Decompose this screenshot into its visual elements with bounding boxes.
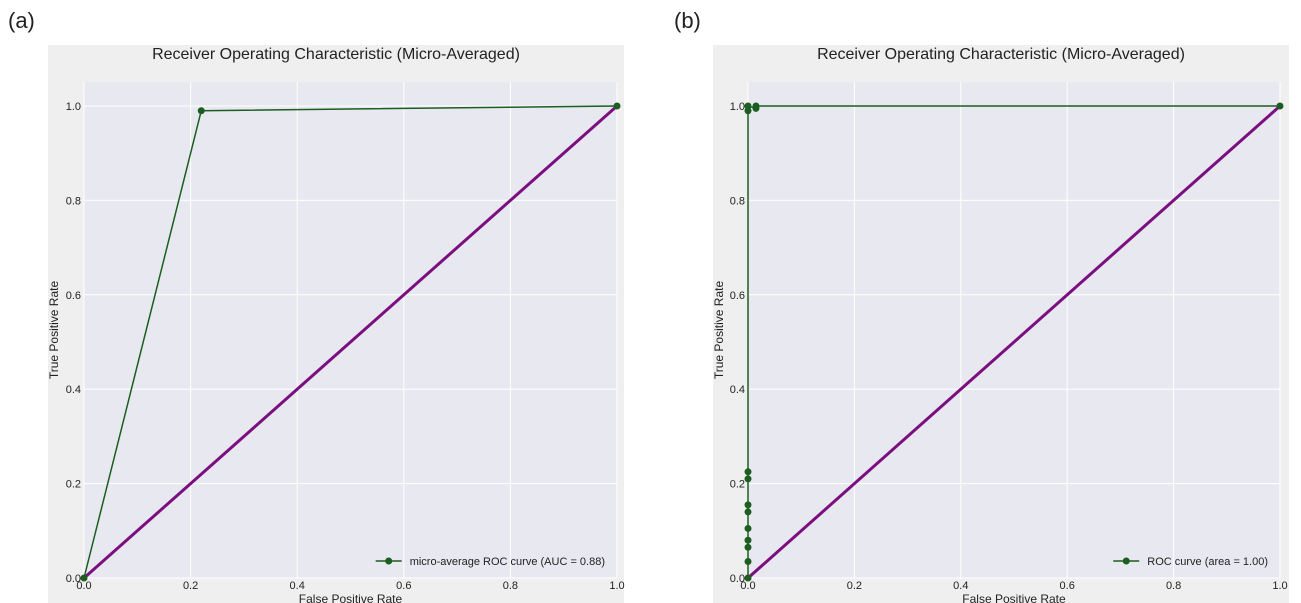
roc-data-point: [752, 103, 759, 110]
x-tick-label: 0.8: [503, 580, 518, 592]
x-tick-label: 1.0: [609, 580, 624, 592]
roc-data-point: [745, 575, 752, 582]
x-tick-label: 0.4: [953, 580, 968, 592]
roc-data-point: [745, 468, 752, 475]
roc-data-point: [1277, 103, 1284, 110]
y-tick-label: 0.4: [66, 384, 81, 396]
y-tick-label: 0.6: [66, 290, 81, 302]
y-tick-label: 1.0: [730, 101, 745, 113]
legend-label: ROC curve (area = 1.00): [1147, 556, 1268, 568]
plot-area: [748, 82, 1280, 578]
chart-title: Receiver Operating Characteristic (Micro…: [152, 46, 520, 63]
roc-data-point: [745, 558, 752, 565]
x-tick-label: 0.8: [1166, 580, 1181, 592]
x-tick-label: 1.0: [1272, 580, 1287, 592]
y-tick-label: 0.0: [66, 573, 81, 585]
x-axis-label: False Positive Rate: [962, 592, 1066, 603]
y-tick-label: 0.0: [730, 573, 745, 585]
roc-data-point: [198, 107, 205, 114]
roc-data-point: [745, 103, 752, 110]
roc-data-point: [745, 537, 752, 544]
chart-a: Receiver Operating Characteristic (Micro…: [47, 45, 625, 603]
roc-data-point: [745, 501, 752, 508]
legend-marker: [1123, 558, 1130, 565]
y-tick-label: 1.0: [66, 101, 81, 113]
roc-data-point: [81, 575, 88, 582]
x-tick-label: 0.2: [847, 580, 862, 592]
roc-data-point: [745, 475, 752, 482]
y-tick-label: 0.2: [730, 479, 745, 491]
roc-data-point: [614, 103, 621, 110]
x-tick-label: 0.6: [1060, 580, 1075, 592]
plot-area: [84, 82, 617, 578]
chart-title: Receiver Operating Characteristic (Micro…: [817, 46, 1185, 63]
x-tick-label: 0.4: [290, 580, 305, 592]
y-axis-label: True Positive Rate: [47, 281, 61, 380]
roc-data-point: [745, 544, 752, 551]
x-tick-label: 0.6: [396, 580, 411, 592]
y-axis-label: True Positive Rate: [712, 281, 726, 380]
x-axis-label: False Positive Rate: [299, 592, 403, 603]
y-tick-label: 0.8: [730, 195, 745, 207]
y-tick-label: 0.8: [66, 195, 81, 207]
y-tick-label: 0.2: [66, 479, 81, 491]
roc-data-point: [745, 525, 752, 532]
roc-data-point: [745, 508, 752, 515]
y-tick-label: 0.4: [730, 384, 745, 396]
legend-marker: [385, 558, 392, 565]
chart-b: Receiver Operating Characteristic (Micro…: [712, 45, 1289, 603]
y-tick-label: 0.6: [730, 290, 745, 302]
legend-label: micro-average ROC curve (AUC = 0.88): [410, 556, 605, 568]
x-tick-label: 0.2: [183, 580, 198, 592]
